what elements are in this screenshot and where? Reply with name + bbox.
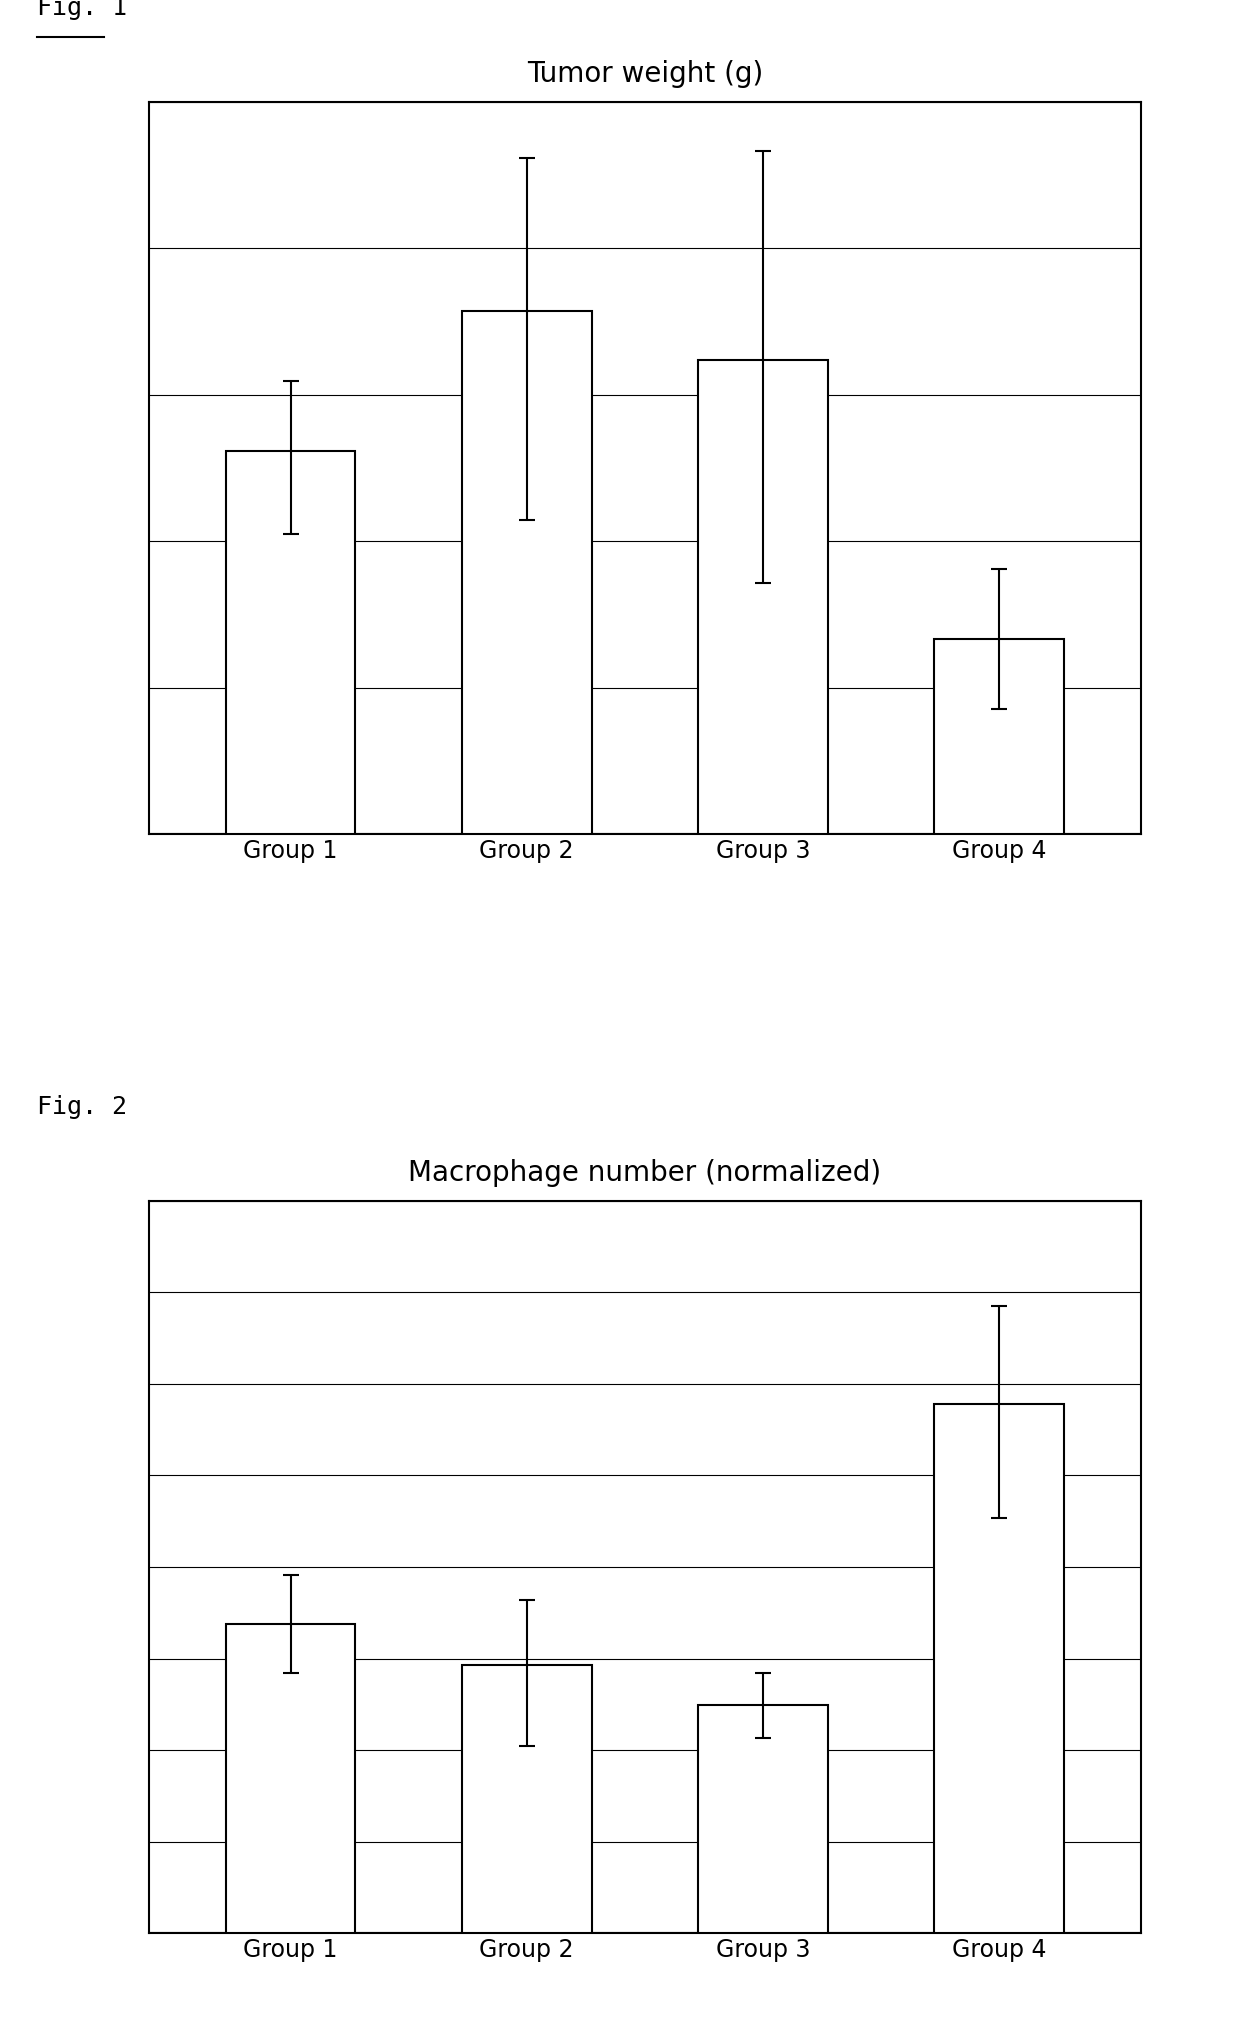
Title: Tumor weight (g): Tumor weight (g) — [527, 61, 763, 88]
Bar — [698, 360, 828, 834]
Bar — [698, 1705, 828, 1933]
Text: Fig. 2: Fig. 2 — [37, 1095, 128, 1119]
Bar — [461, 311, 591, 834]
Title: Macrophage number (normalized): Macrophage number (normalized) — [408, 1160, 882, 1186]
Text: Fig. 1: Fig. 1 — [37, 0, 128, 20]
Bar — [226, 1624, 356, 1933]
Bar — [934, 1404, 1064, 1933]
Bar — [934, 639, 1064, 834]
Bar — [461, 1665, 591, 1933]
Bar — [226, 450, 356, 834]
